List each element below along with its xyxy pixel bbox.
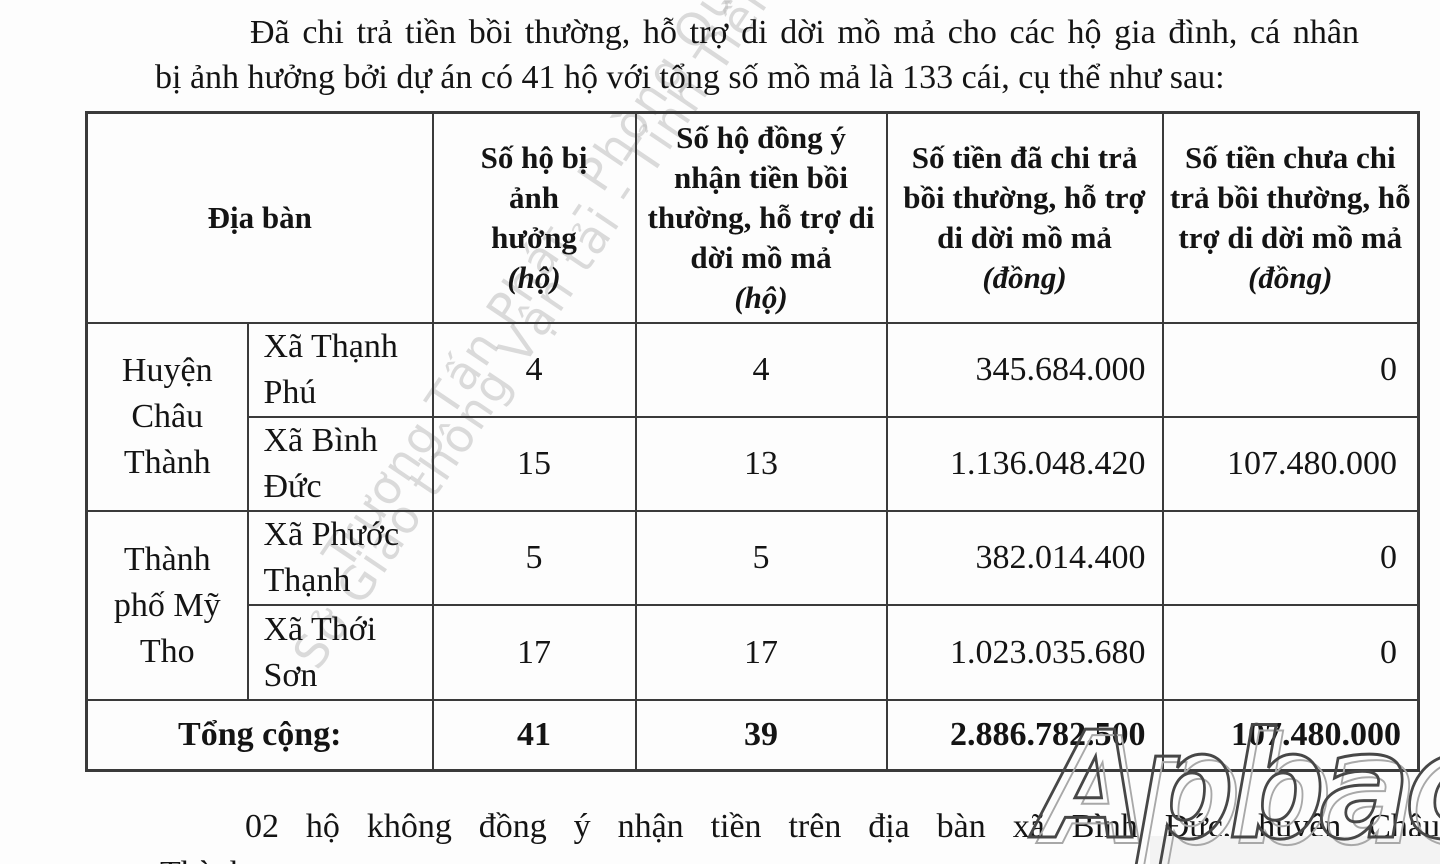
total-unpaid: 107.480.000 bbox=[1161, 699, 1420, 771]
header-affected-title: Số hộ bị ảnh hưởng bbox=[480, 140, 588, 255]
header-paid-unit: (đồng) bbox=[982, 260, 1067, 295]
district-cell: Huyện Châu Thành bbox=[85, 322, 249, 512]
footer-paragraph: 02 hộ không đồng ý nhận tiền trên địa bà… bbox=[160, 803, 1440, 864]
table-row: Thành phố Mỹ Tho Xã Phước Thạnh 5 5 382.… bbox=[85, 510, 1420, 701]
district-cell: Thành phố Mỹ Tho bbox=[85, 510, 249, 701]
intro-line-2: bị ảnh hưởng bởi dự án có 41 hộ với tổng… bbox=[155, 59, 1225, 96]
table-row: Xã Bình Đức 15 13 1.136.048.420 107.480.… bbox=[87, 416, 1420, 512]
header-area-label: Địa bàn bbox=[207, 200, 312, 235]
header-affected-unit: (hộ) bbox=[507, 260, 561, 295]
intro-line-1: Đã chi trả tiền bồi thường, hỗ trợ di dờ… bbox=[250, 14, 1359, 51]
total-affected: 41 bbox=[431, 699, 637, 771]
header-paid: Số tiền đã chi trả bồi thường, hỗ trợ di… bbox=[885, 111, 1164, 324]
header-affected: Số hộ bị ảnh hưởng (hộ) bbox=[431, 111, 637, 324]
table-total-row: Tổng cộng: 41 39 2.886.782.500 107.480.0… bbox=[85, 699, 1420, 771]
agreed-cell: 5 bbox=[634, 510, 888, 606]
commune-cell: Xã Bình Đức bbox=[246, 416, 434, 512]
table-row: Huyện Châu Thành Xã Thạnh Phú 4 4 345.68… bbox=[85, 322, 1420, 512]
intro-paragraph: Đã chi trả tiền bồi thường, hỗ trợ di dờ… bbox=[155, 10, 1359, 100]
paid-cell: 382.014.400 bbox=[885, 510, 1164, 606]
header-unpaid-title: Số tiền chưa chi trả bồi thường, hỗ trợ … bbox=[1169, 140, 1411, 255]
paid-cell: 345.684.000 bbox=[885, 322, 1164, 418]
agreed-cell: 4 bbox=[634, 322, 888, 418]
unpaid-cell: 0 bbox=[1161, 604, 1420, 701]
unpaid-cell: 107.480.000 bbox=[1161, 416, 1420, 512]
table-header-row: Địa bàn Số hộ bị ảnh hưởng (hộ) Số hộ đồ… bbox=[85, 111, 1420, 324]
header-agreed: Số hộ đồng ý nhận tiền bồi thường, hỗ tr… bbox=[634, 111, 888, 324]
header-unpaid: Số tiền chưa chi trả bồi thường, hỗ trợ … bbox=[1161, 111, 1420, 324]
affected-cell: 5 bbox=[431, 510, 637, 606]
agreed-cell: 17 bbox=[634, 604, 888, 701]
unpaid-cell: 0 bbox=[1161, 322, 1420, 418]
header-agreed-title: Số hộ đồng ý nhận tiền bồi thường, hỗ tr… bbox=[647, 120, 875, 275]
footer-line-2: Thành: bbox=[160, 850, 1440, 864]
header-unpaid-unit: (đồng) bbox=[1248, 260, 1333, 295]
compensation-table: Địa bàn Số hộ bị ảnh hưởng (hộ) Số hộ đồ… bbox=[85, 111, 1421, 772]
affected-cell: 4 bbox=[431, 322, 637, 418]
paid-cell: 1.136.048.420 bbox=[885, 416, 1164, 512]
commune-cell: Xã Thới Sơn bbox=[246, 604, 434, 701]
footer-line-1: 02 hộ không đồng ý nhận tiền trên địa bà… bbox=[245, 807, 1440, 845]
header-paid-title: Số tiền đã chi trả bồi thường, hỗ trợ di… bbox=[903, 140, 1146, 255]
paid-cell: 1.023.035.680 bbox=[885, 604, 1164, 701]
total-paid: 2.886.782.500 bbox=[885, 699, 1164, 771]
header-area: Địa bàn bbox=[85, 111, 434, 324]
header-agreed-unit: (hộ) bbox=[734, 280, 788, 315]
commune-cell: Xã Phước Thạnh bbox=[246, 510, 434, 606]
total-label: Tổng cộng: bbox=[85, 699, 434, 771]
affected-cell: 15 bbox=[431, 416, 637, 512]
unpaid-cell: 0 bbox=[1161, 510, 1420, 606]
commune-cell: Xã Thạnh Phú bbox=[246, 322, 434, 418]
agreed-cell: 13 bbox=[634, 416, 888, 512]
table-row: Xã Thới Sơn 17 17 1.023.035.680 0 bbox=[87, 604, 1420, 701]
affected-cell: 17 bbox=[431, 604, 637, 701]
total-agreed: 39 bbox=[634, 699, 888, 771]
